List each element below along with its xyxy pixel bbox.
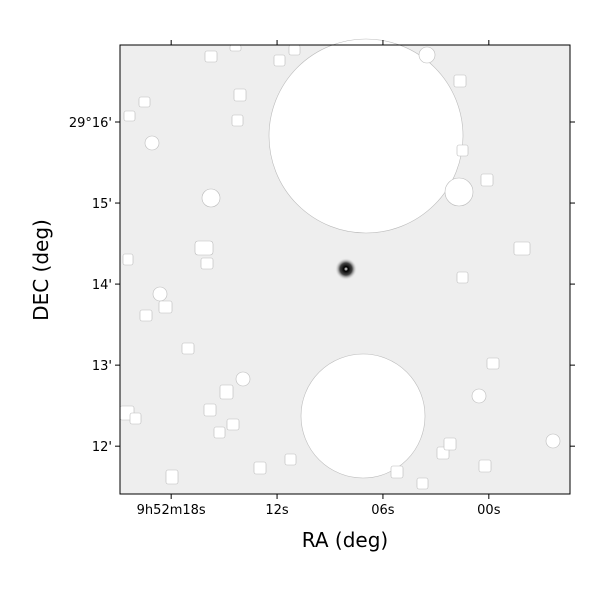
x-tick-label: 00s	[477, 503, 501, 518]
y-axis-label: DEC (deg)	[29, 219, 53, 321]
x-tick-label: 9h52m18s	[137, 503, 206, 518]
y-tick-label: 15'	[92, 197, 112, 212]
masks	[119, 38, 561, 490]
y-tick-label: 12'	[92, 440, 112, 455]
image	[119, 38, 571, 495]
frame	[119, 44, 571, 495]
x-axis-label: RA (deg)	[302, 528, 388, 552]
y-tick-label: 14'	[92, 278, 112, 293]
x-tick-label: 06s	[371, 503, 395, 518]
source	[335, 258, 357, 280]
x-tick-label: 12s	[265, 503, 289, 518]
y-tick-label: 13'	[92, 359, 112, 374]
y-tick-label: 29°16'	[69, 116, 112, 131]
